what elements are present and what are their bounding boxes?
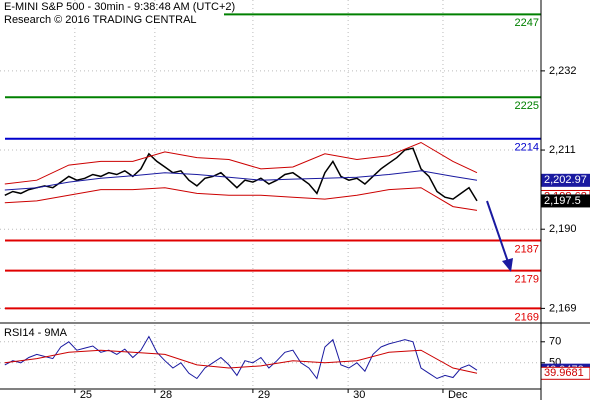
y-tick-label: 70 [549,336,561,348]
level-label: 2179 [515,274,539,286]
y-tick-label: 2,190 [549,223,577,235]
y-tick-label: 2,211 [549,144,576,156]
series-line [4,141,478,185]
x-tick-label: 30 [353,389,365,400]
series-line [4,147,478,202]
chart-title: E-MINI S&P 500 - 30min - 9:38:48 AM (UTC… [4,1,235,13]
level-label: 2169 [515,311,539,323]
arrow-head [502,258,513,272]
header-bg [2,1,224,27]
level-label: 2187 [515,243,539,255]
series-line [4,187,478,211]
forecast-arrow [486,200,509,263]
panel-title: RSI14 - 9MA [4,327,68,339]
price-tag-label: 2,197.5 [544,195,581,207]
price-tag-label: 2,202.97 [544,174,587,186]
price-tag-label: 39.9681 [544,367,584,379]
chart-subtitle: Research © 2016 TRADING CENTRAL [4,14,197,26]
level-label: 2225 [515,100,539,112]
y-tick-label: 2,169 [549,302,577,314]
level-label: 2247 [515,17,539,29]
series-line [4,170,478,191]
series-line [4,349,478,374]
level-label: 2214 [515,142,539,154]
y-tick-label: 2,232 [549,65,577,77]
series-line [4,335,478,380]
x-tick-label: 25 [80,389,92,400]
x-tick-label: 29 [258,389,270,400]
x-tick-label: Dec [448,389,468,400]
x-tick-label: 28 [160,389,172,400]
